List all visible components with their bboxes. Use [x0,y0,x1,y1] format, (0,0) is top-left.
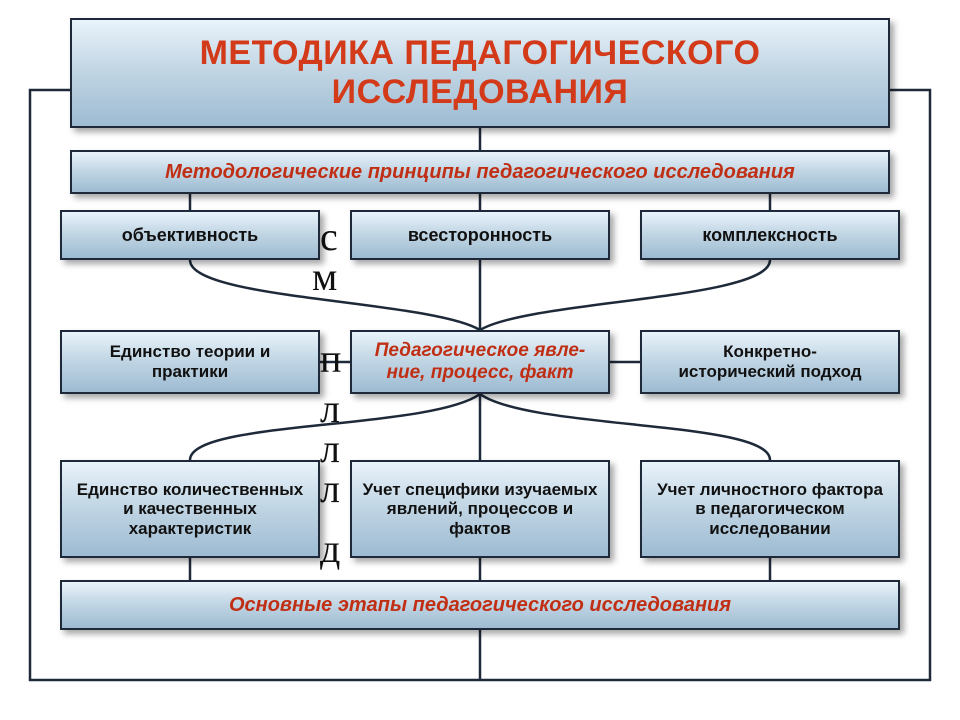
node-text: Педагогическое явле- ние, процесс, факт [375,340,585,384]
node-text: Учет специфики изучаемых явлений, процес… [362,480,598,539]
node-center-phenomenon: Педагогическое явле- ние, процесс, факт [350,330,610,394]
subtitle-bottom-text: Основные этапы педагогического исследова… [229,594,731,617]
bg-letter: л [320,465,340,512]
node-objectivity: объективность [60,210,320,260]
node-text: Единство количественных и качественных х… [72,480,308,539]
bg-letter: д [320,525,340,572]
node-historical-approach: Конкретно- исторический подход [640,330,900,394]
node-text: комплексность [702,225,837,246]
node-theory-practice: Единство теории и практики [60,330,320,394]
node-complexity: комплексность [640,210,900,260]
bg-letter: п [320,335,341,382]
subtitle-bottom-panel: Основные этапы педагогического исследова… [60,580,900,630]
main-title-text: МЕТОДИКА ПЕДАГОГИЧЕСКОГО ИССЛЕДОВАНИЯ [82,34,878,112]
node-personal-factor: Учет личностного фактора в педагогическо… [640,460,900,558]
node-text: Учет личностного фактора в педагогическо… [652,480,888,539]
node-text: Конкретно- исторический подход [678,342,861,381]
node-quant-qual: Единство количественных и качественных х… [60,460,320,558]
node-comprehensiveness: всесторонность [350,210,610,260]
node-specificity: Учет специфики изучаемых явлений, процес… [350,460,610,558]
node-text: объективность [122,225,259,246]
main-title-panel: МЕТОДИКА ПЕДАГОГИЧЕСКОГО ИССЛЕДОВАНИЯ [70,18,890,128]
node-text: всесторонность [408,225,552,246]
subtitle-top-text: Методологические принципы педагогическог… [165,161,795,184]
bg-letter: м [312,253,337,300]
subtitle-top-panel: Методологические принципы педагогическог… [70,150,890,194]
node-text: Единство теории и практики [72,342,308,381]
